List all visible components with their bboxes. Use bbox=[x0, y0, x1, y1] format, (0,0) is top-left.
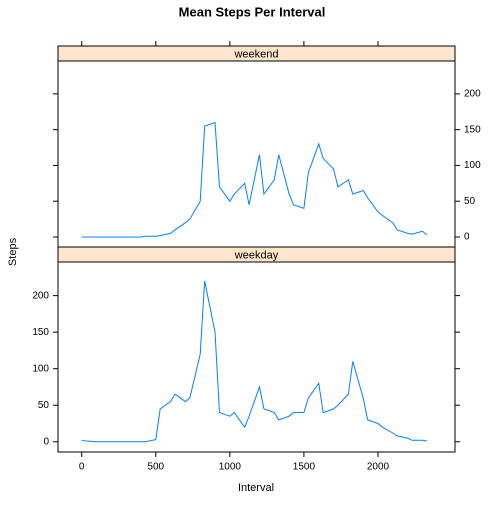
x-tick-label: 500 bbox=[147, 462, 164, 473]
panel-frame bbox=[57, 261, 456, 453]
x-tick-label: 2000 bbox=[367, 462, 390, 473]
strip-label: weekday bbox=[234, 249, 279, 261]
data-line bbox=[81, 280, 427, 443]
y-tick-label: 200 bbox=[32, 290, 49, 301]
x-tick-label: 0 bbox=[79, 462, 85, 473]
y-tick-label: 50 bbox=[38, 400, 50, 411]
y-tick-label: 100 bbox=[464, 160, 481, 171]
x-tick-label: 1500 bbox=[293, 462, 316, 473]
y-tick-label: 0 bbox=[464, 232, 470, 243]
y-tick-label: 100 bbox=[32, 363, 49, 374]
y-tick-label: 200 bbox=[464, 89, 481, 100]
data-line bbox=[81, 121, 428, 238]
y-tick-label: 150 bbox=[32, 327, 49, 338]
x-tick-label: 1000 bbox=[219, 462, 242, 473]
y-axis-label: Steps bbox=[7, 237, 19, 266]
y-tick-label: 50 bbox=[464, 196, 476, 207]
chart-title: Mean Steps Per Interval bbox=[179, 4, 326, 19]
x-axis-label: Interval bbox=[238, 482, 274, 494]
strip-label: weekend bbox=[233, 48, 278, 60]
panel-frame bbox=[57, 60, 456, 248]
y-tick-label: 0 bbox=[43, 436, 49, 447]
y-tick-label: 150 bbox=[464, 124, 481, 135]
